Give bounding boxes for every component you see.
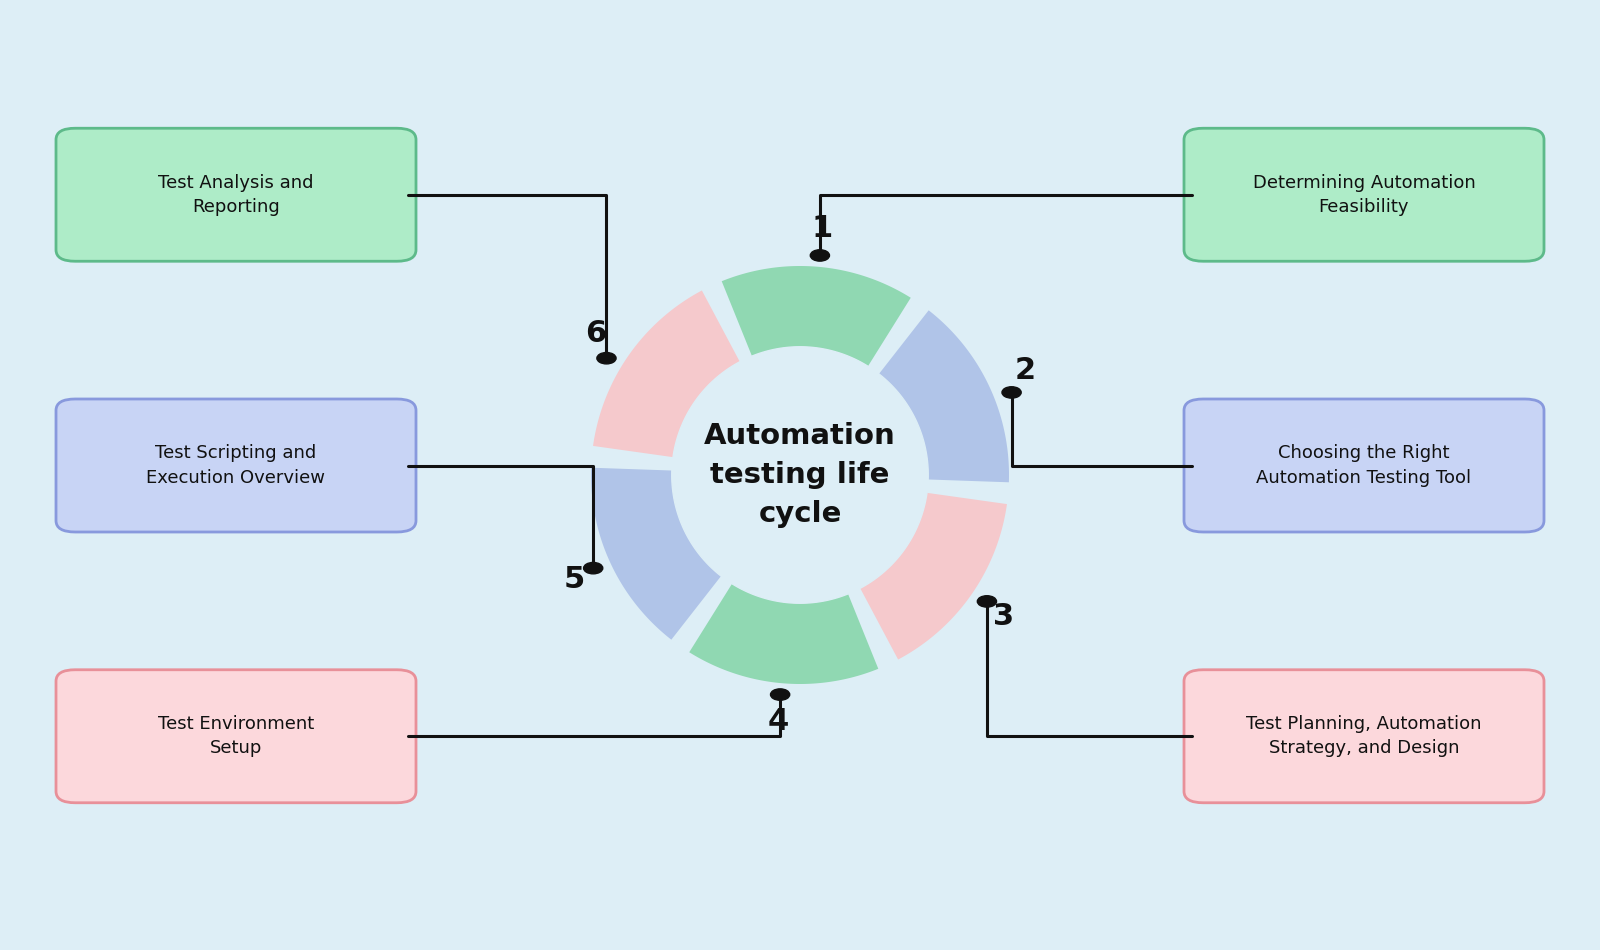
- Text: Automation
testing life
cycle: Automation testing life cycle: [704, 422, 896, 528]
- FancyBboxPatch shape: [56, 399, 416, 532]
- FancyBboxPatch shape: [1184, 399, 1544, 532]
- Polygon shape: [878, 311, 1010, 483]
- Polygon shape: [690, 583, 878, 684]
- Circle shape: [1002, 387, 1021, 398]
- Text: Determining Automation
Feasibility: Determining Automation Feasibility: [1253, 174, 1475, 216]
- Polygon shape: [672, 347, 928, 603]
- Polygon shape: [594, 291, 739, 457]
- Polygon shape: [861, 493, 1006, 659]
- Circle shape: [584, 562, 603, 574]
- Text: 5: 5: [563, 565, 586, 594]
- Circle shape: [810, 250, 829, 261]
- FancyBboxPatch shape: [56, 670, 416, 803]
- Text: Test Scripting and
Execution Overview: Test Scripting and Execution Overview: [147, 445, 325, 486]
- Text: 6: 6: [586, 319, 606, 348]
- Polygon shape: [590, 467, 722, 639]
- Text: Test Planning, Automation
Strategy, and Design: Test Planning, Automation Strategy, and …: [1246, 715, 1482, 757]
- Circle shape: [771, 689, 790, 700]
- FancyBboxPatch shape: [1184, 128, 1544, 261]
- FancyBboxPatch shape: [1184, 670, 1544, 803]
- Circle shape: [597, 352, 616, 364]
- Text: Test Analysis and
Reporting: Test Analysis and Reporting: [158, 174, 314, 216]
- Text: 2: 2: [1014, 356, 1037, 385]
- Text: 3: 3: [994, 602, 1014, 631]
- FancyBboxPatch shape: [56, 128, 416, 261]
- Text: Choosing the Right
Automation Testing Tool: Choosing the Right Automation Testing To…: [1256, 445, 1472, 486]
- Text: 4: 4: [768, 707, 789, 735]
- Circle shape: [978, 596, 997, 607]
- Polygon shape: [722, 266, 910, 367]
- Text: Test Environment
Setup: Test Environment Setup: [158, 715, 314, 757]
- Text: 1: 1: [811, 215, 832, 243]
